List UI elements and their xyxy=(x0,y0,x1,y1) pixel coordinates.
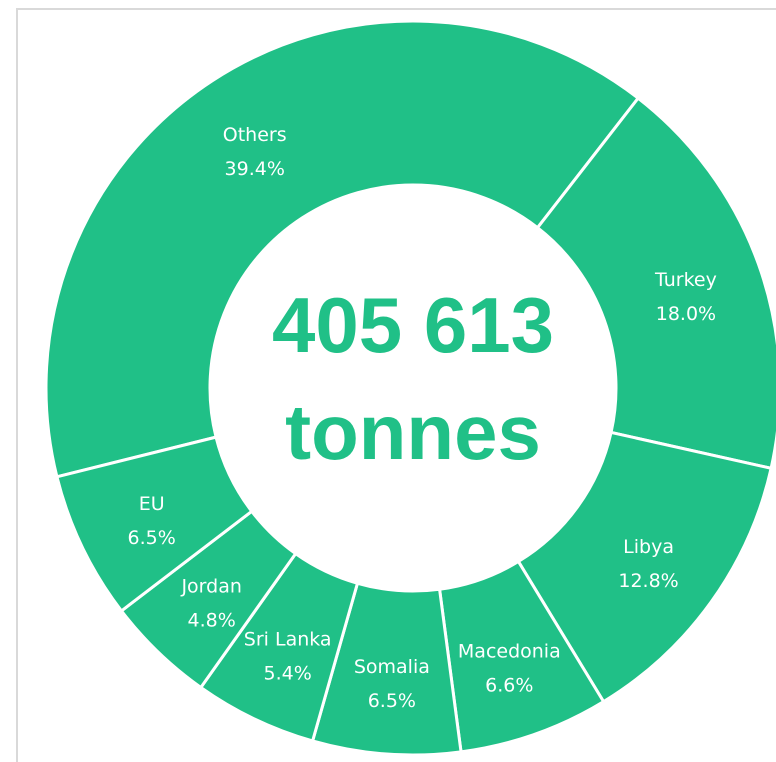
panel-top-border xyxy=(18,0,776,10)
slice-label-libya: Libya xyxy=(623,536,674,558)
slice-label-somalia: Somalia xyxy=(354,656,430,678)
slice-value-others: 39.4% xyxy=(225,158,285,180)
slice-value-sri-lanka: 5.4% xyxy=(264,663,312,685)
panel-left-border xyxy=(16,8,18,762)
slice-value-libya: 12.8% xyxy=(618,570,678,592)
slice-label-jordan: Jordan xyxy=(180,576,241,598)
slice-label-turkey: Turkey xyxy=(654,269,717,291)
slice-value-macedonia: 6.6% xyxy=(485,675,533,697)
slice-others xyxy=(44,19,641,479)
slice-value-jordan: 4.8% xyxy=(188,610,236,632)
center-total-value: 405 613 xyxy=(272,281,554,369)
slice-label-sri-lanka: Sri Lanka xyxy=(244,629,332,651)
slice-turkey xyxy=(535,96,776,471)
slice-libya xyxy=(516,430,773,704)
slice-label-macedonia: Macedonia xyxy=(458,641,561,663)
slice-value-turkey: 18.0% xyxy=(656,303,716,325)
center-total-unit: tonnes xyxy=(285,388,541,476)
slice-label-others: Others xyxy=(223,124,287,146)
slice-value-eu: 6.5% xyxy=(128,527,176,549)
slice-eu xyxy=(55,435,254,614)
slice-label-eu: EU xyxy=(139,493,165,515)
slice-value-somalia: 6.5% xyxy=(368,690,416,712)
